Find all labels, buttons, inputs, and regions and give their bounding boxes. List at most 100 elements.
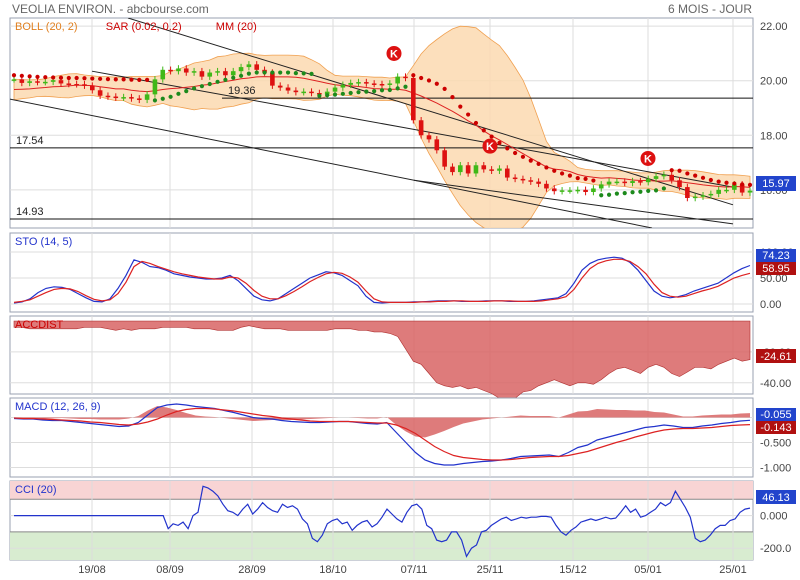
level-label: 14.93 xyxy=(16,206,44,218)
y-tick-label: 50.00 xyxy=(760,273,788,285)
candle-body xyxy=(645,178,651,183)
candle-body xyxy=(160,69,166,80)
candle-body xyxy=(489,169,494,171)
macd-signal-line xyxy=(13,407,751,461)
cci-line xyxy=(14,485,751,558)
sar-dot xyxy=(559,171,565,176)
sar-dot xyxy=(372,88,377,94)
last-price-value: 15.97 xyxy=(762,178,790,190)
candle-body xyxy=(43,81,48,84)
parabolic-sar-dots xyxy=(11,70,753,198)
sar-dot xyxy=(160,96,165,101)
stochastic-panel-frame xyxy=(9,232,754,313)
legend-entry: MM (20) xyxy=(216,21,257,33)
candle-body xyxy=(136,98,142,100)
sar-dot xyxy=(614,191,619,196)
macd-legend: MACD (12, 26, 9) xyxy=(15,401,101,413)
sar-dot xyxy=(66,75,71,81)
price-panel-frame xyxy=(9,17,754,229)
y-tick-label: 18.00 xyxy=(760,130,788,142)
sar-dot xyxy=(434,81,439,86)
legend-entry: SAR (0.02, 0.2) xyxy=(106,21,182,33)
sar-dot xyxy=(677,168,682,173)
sar-dot xyxy=(419,75,424,81)
y-tick-label: 22.00 xyxy=(760,21,788,33)
sar-dot xyxy=(693,173,698,178)
sar-dot xyxy=(262,70,267,75)
value-badge-text: 58.95 xyxy=(762,263,790,275)
sar-dot xyxy=(278,70,283,75)
sar-dot xyxy=(473,120,479,126)
macd-panel-frame xyxy=(9,397,754,478)
sar-dot xyxy=(19,73,24,78)
sar-dot xyxy=(293,70,298,76)
candle-body xyxy=(622,181,628,184)
date-x-axis: 19/08 08/09 28/09 18/10 07/11 25/11 15/12 05/01… xyxy=(78,564,747,576)
sar-dot xyxy=(567,173,573,178)
sar-dot xyxy=(145,77,150,83)
value-badge xyxy=(756,408,796,421)
trendline xyxy=(413,179,734,225)
sar-dot xyxy=(332,92,338,97)
x-tick-label: 15/12 xyxy=(559,564,587,576)
candle-body xyxy=(583,189,588,192)
macd-badges: -0.055-0.143 xyxy=(756,408,796,434)
stochastic-d-line xyxy=(13,258,751,303)
candle-body xyxy=(551,188,557,192)
sar-dot xyxy=(176,91,181,96)
candle-body xyxy=(246,64,252,68)
y-tick-label: 0.000 xyxy=(760,511,788,523)
candle-body xyxy=(481,165,487,170)
chart-title: VEOLIA ENVIRON. - abcbourse.com xyxy=(12,2,209,16)
level-label: 19.36 xyxy=(228,85,256,97)
candle-body xyxy=(238,67,244,72)
sar-dot xyxy=(129,77,134,82)
candle-body xyxy=(544,183,549,189)
sar-dot xyxy=(606,192,612,197)
accdist-area xyxy=(13,320,751,402)
sar-dot xyxy=(505,146,510,151)
x-tick-label: 28/09 xyxy=(238,564,266,576)
accdist-last-value: -24.61 xyxy=(760,351,791,363)
sar-dot xyxy=(215,79,220,84)
cci-overbought-zone xyxy=(10,481,753,500)
candle-body xyxy=(724,189,729,192)
x-tick-label: 07/11 xyxy=(401,564,428,576)
sar-dot xyxy=(708,177,713,183)
sar-dot xyxy=(575,175,580,181)
price-legend: BOLL (20, 2) SAR (0.02, 0.2) MM (20) xyxy=(15,21,257,33)
value-badge-text: -0.055 xyxy=(760,409,791,421)
candle-body xyxy=(293,90,299,93)
sar-dot xyxy=(716,179,721,184)
candle-body xyxy=(630,181,635,183)
sar-dot xyxy=(536,161,541,167)
candle-body xyxy=(685,187,690,198)
sar-dot xyxy=(82,76,87,81)
cci-legend: CCI (20) xyxy=(15,484,57,496)
sar-dot xyxy=(599,193,604,198)
candle-body xyxy=(183,68,189,73)
sar-dot xyxy=(653,188,659,193)
candle-body xyxy=(340,84,346,88)
candle-body xyxy=(497,168,502,171)
sar-dot xyxy=(669,168,674,173)
candle-body xyxy=(732,184,737,190)
trendline xyxy=(127,18,734,206)
sar-dot xyxy=(285,70,291,75)
candle-body xyxy=(35,81,40,83)
candle-body xyxy=(191,71,197,73)
candle-body xyxy=(356,82,361,84)
stochastic-gridlines xyxy=(10,233,753,312)
candle-body xyxy=(387,83,393,85)
candle-body xyxy=(11,79,17,81)
sar-dot xyxy=(207,81,212,87)
candle-body xyxy=(512,177,518,180)
x-tick-label: 18/10 xyxy=(319,564,347,576)
candle-body xyxy=(371,83,377,85)
sar-dot xyxy=(489,134,494,139)
sar-dot xyxy=(520,154,526,159)
k-marker-circle xyxy=(640,150,656,166)
sar-dot xyxy=(528,158,533,163)
candle-body xyxy=(426,135,432,140)
